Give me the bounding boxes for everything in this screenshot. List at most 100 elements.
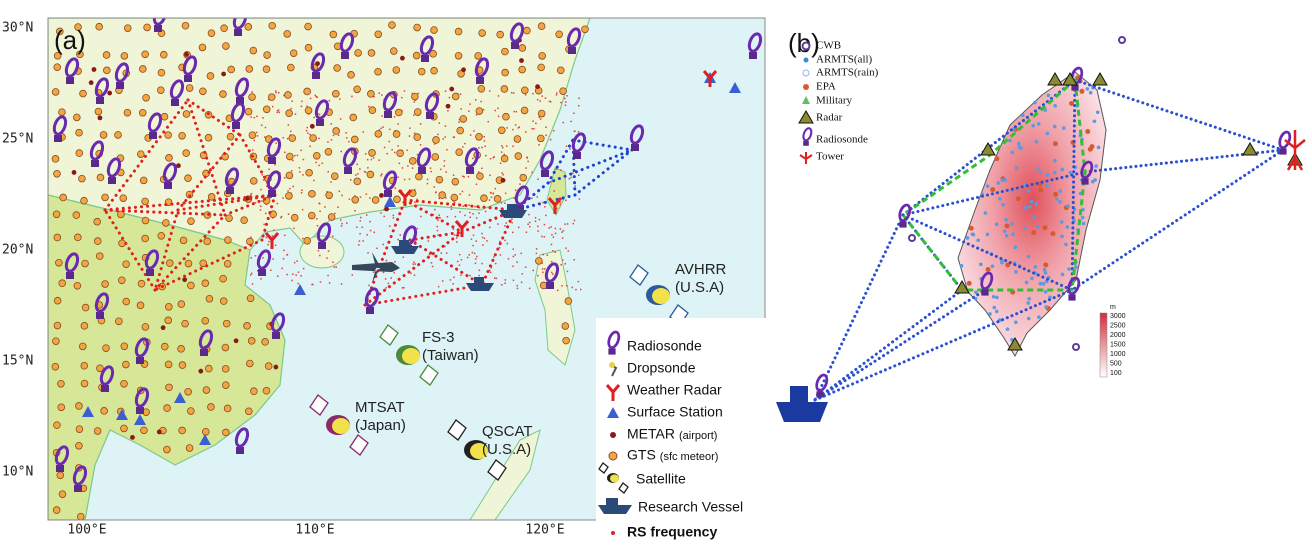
rs-dot (489, 199, 491, 201)
rs-dot (445, 90, 447, 92)
gts-dot (157, 87, 164, 94)
gts-dot (220, 91, 227, 98)
rs-dot (299, 167, 301, 169)
gts-dot (476, 108, 483, 115)
gts-dot (476, 133, 483, 140)
rs-dot (292, 160, 294, 162)
rs-dot (481, 263, 483, 265)
rs-dot (518, 127, 520, 129)
rs-dot (409, 178, 411, 180)
gts-dot (166, 154, 173, 161)
rs-dot (541, 236, 543, 238)
rs-dot (539, 100, 541, 102)
rs-dot (275, 245, 277, 247)
rs-dot (386, 153, 388, 155)
gts-dot (519, 45, 526, 52)
rs-dot (557, 290, 559, 292)
rs-dot (303, 159, 305, 161)
rs-dot (332, 262, 334, 264)
radiosonde-base (146, 269, 154, 276)
armts-dot (1044, 305, 1048, 309)
rs-dot (255, 255, 257, 257)
gts-dot (350, 114, 357, 121)
rs-dot (302, 174, 304, 176)
gts-dot (53, 211, 60, 218)
rs-dot (460, 108, 462, 110)
armts-dot (1036, 167, 1040, 171)
rs-dot (515, 124, 517, 126)
metar-dot (446, 104, 451, 109)
rs-dot (261, 125, 263, 127)
rs-dot (544, 206, 546, 208)
gts-dot (375, 31, 382, 38)
rs-dot (473, 130, 475, 132)
radiosonde-base (899, 221, 906, 227)
rs-dot (478, 147, 480, 149)
rs-dot (359, 220, 361, 222)
rs-dot (282, 197, 284, 199)
rs-dot (512, 129, 514, 131)
radiosonde-base (96, 97, 104, 104)
armts-dot (1011, 151, 1015, 155)
rs-dot (302, 209, 304, 211)
rs-dot (506, 145, 508, 147)
metar-dot (234, 338, 239, 343)
rs-dot (289, 188, 291, 190)
rs-dot (555, 169, 557, 171)
rs-dot (468, 176, 470, 178)
rs-dot (414, 263, 416, 265)
metar-dot (198, 369, 203, 374)
gts-dot (121, 52, 128, 59)
rs-dot (440, 169, 442, 171)
rs-dot (341, 225, 343, 227)
rs-dot (561, 285, 563, 287)
rs-dot (349, 198, 351, 200)
gts-dot (121, 343, 128, 350)
armts-dot (1060, 168, 1064, 172)
rs-dot (543, 254, 545, 256)
satellite-name: MTSAT (355, 399, 405, 416)
gts-dot (185, 175, 192, 182)
rs-dot (414, 274, 416, 276)
gts-dot (367, 90, 374, 97)
gts-dot (60, 194, 67, 201)
rs-dot (560, 102, 562, 104)
rs-dot (562, 259, 564, 261)
colorbar-label: 1500 (1110, 341, 1126, 348)
rs-dot (441, 252, 443, 254)
rs-dot (469, 212, 471, 214)
gts-dot (141, 427, 148, 434)
armts-dot (1036, 225, 1040, 229)
rs-dot (291, 170, 293, 172)
rs-dot (481, 168, 483, 170)
rs-dot (535, 123, 537, 125)
gts-dot (208, 404, 215, 411)
gts-dot (414, 24, 421, 31)
armts-dot (1053, 125, 1057, 129)
armts-dot (1053, 159, 1057, 163)
rs-dot (391, 277, 393, 279)
rs-dot (292, 186, 294, 188)
gts-dot (246, 66, 253, 73)
armts-dot (966, 236, 970, 240)
gts-dot (348, 71, 355, 78)
gts-dot (81, 322, 88, 329)
epa-dot (986, 267, 991, 272)
gts-dot (120, 195, 127, 202)
gts-dot (94, 428, 101, 435)
gts-dot (58, 380, 65, 387)
rs-dot (334, 266, 336, 268)
armts-dot (1066, 204, 1070, 208)
armts-dot (1030, 200, 1034, 204)
rs-dot (486, 240, 488, 242)
radar (1243, 143, 1257, 155)
rs-dot (428, 240, 430, 242)
radiosonde-base (184, 75, 192, 82)
rs-dot (459, 264, 461, 266)
epa-dot (1053, 192, 1058, 197)
rs-dot (469, 217, 471, 219)
radar (1048, 73, 1062, 85)
gts-dot (115, 132, 122, 139)
gts-dot (94, 218, 101, 225)
rs-dot (533, 128, 535, 130)
